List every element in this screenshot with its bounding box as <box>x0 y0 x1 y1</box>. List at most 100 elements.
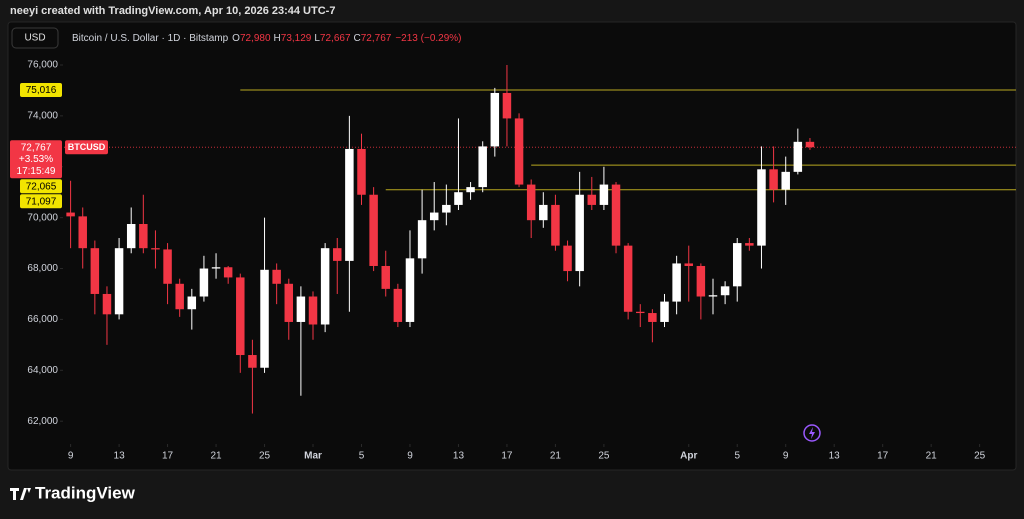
y-tick-label: 68,000 <box>27 263 58 274</box>
candle-body <box>151 248 160 250</box>
candle-body <box>320 248 330 325</box>
candle-body <box>429 212 439 221</box>
candle-body <box>236 277 245 356</box>
legend-key: O <box>232 33 240 44</box>
replay-icon[interactable] <box>803 424 821 442</box>
level-tag-label: 75,016 <box>26 85 57 96</box>
candle-body <box>636 311 645 314</box>
legend: Bitcoin / U.S. Dollar · 1D · Bitstamp O72… <box>72 33 462 44</box>
price-tag <box>10 140 62 179</box>
logo: TradingView <box>10 483 136 502</box>
level-tag <box>20 83 62 98</box>
y-tick-label: 70,000 <box>27 212 58 223</box>
x-tick-label: 9 <box>783 451 789 462</box>
x-tick-label: 21 <box>926 451 938 462</box>
level-tag <box>20 194 62 209</box>
brand: TradingView <box>35 483 136 502</box>
legend-key: H <box>274 33 281 44</box>
x-tick-label: 13 <box>114 451 126 462</box>
chart-panel <box>7 21 1017 471</box>
candle-body <box>381 265 390 289</box>
plot: 62,00064,00066,00068,00070,00072,00074,0… <box>10 60 1016 462</box>
x-tick-label: 21 <box>210 451 222 462</box>
candle-body <box>284 283 294 322</box>
candle-body <box>357 148 366 195</box>
legend-value: 72,667 <box>320 33 351 44</box>
x-tick-label: 5 <box>359 451 365 462</box>
candle-body <box>478 146 487 188</box>
candle-body <box>745 243 754 246</box>
candle-body <box>454 192 463 205</box>
x-tick-label: 9 <box>407 451 413 462</box>
legend-key: L <box>314 33 320 44</box>
candle-body <box>405 258 415 322</box>
candle-body <box>526 184 536 221</box>
candle-body <box>599 184 609 205</box>
candle-body <box>708 295 718 297</box>
candle-body <box>187 296 197 310</box>
replay-circle <box>803 424 821 442</box>
candle-body <box>442 204 451 213</box>
candle-body <box>539 204 548 221</box>
candle-body <box>102 293 112 315</box>
candle-body <box>345 148 354 261</box>
legend-change: −213 (−0.29%) <box>395 33 461 44</box>
legend-title: Bitcoin / U.S. Dollar · 1D · Bitstamp <box>72 33 229 44</box>
legend-value: 72,980 <box>240 33 271 44</box>
candle-body <box>296 296 306 322</box>
candle-body <box>66 212 75 217</box>
level-tag-label: 71,097 <box>26 196 57 207</box>
level-tag <box>20 179 62 194</box>
candle-body <box>466 187 475 193</box>
symbol-tag <box>65 140 108 155</box>
candle-body <box>333 248 342 261</box>
y-tick-label: 74,000 <box>27 111 58 122</box>
candle-body <box>684 263 693 266</box>
level-tag-label: 72,065 <box>26 181 57 192</box>
candle-body <box>260 269 269 368</box>
candle-body <box>90 248 100 294</box>
candle-body <box>732 243 742 287</box>
candle-body <box>648 313 657 322</box>
logo-icon <box>10 488 31 500</box>
candle-body <box>660 301 669 322</box>
candle-body <box>575 194 584 272</box>
candle-body <box>769 169 778 190</box>
price-tag-change: +3.53% <box>19 154 53 165</box>
currency-button[interactable] <box>11 27 59 49</box>
candle-body <box>720 286 730 296</box>
x-tick-label: Apr <box>680 451 697 462</box>
x-tick-label: Mar <box>304 451 322 462</box>
legend-value: 73,129 <box>281 33 312 44</box>
candle-body <box>551 204 560 246</box>
candle-body <box>163 249 172 284</box>
candle-body <box>502 92 512 119</box>
candle-body <box>587 194 597 205</box>
candle-body <box>139 224 148 249</box>
x-tick-label: 25 <box>974 451 986 462</box>
candle-body <box>563 245 572 272</box>
candle-body <box>272 269 281 284</box>
candle-body <box>308 296 318 325</box>
candle-body <box>114 248 124 315</box>
legend-value: 72,767 <box>361 33 392 44</box>
candle-body <box>126 224 136 249</box>
candle-body <box>248 355 257 368</box>
x-tick-label: 13 <box>829 451 841 462</box>
replay-bolt <box>809 427 815 439</box>
legend-key: C <box>354 33 361 44</box>
x-tick-label: 17 <box>162 451 174 462</box>
candle-body <box>78 216 87 249</box>
candle-body <box>757 169 766 246</box>
price-tag-label: 72,767 <box>21 142 52 153</box>
candle-body <box>223 267 233 278</box>
candle-body <box>611 184 621 246</box>
candle-body <box>793 141 803 172</box>
x-tick-label: 13 <box>453 451 465 462</box>
candle-body <box>514 118 524 185</box>
x-tick-label: 9 <box>68 451 74 462</box>
candle-body <box>696 265 706 297</box>
candle-body <box>672 263 681 302</box>
x-tick-label: 25 <box>598 451 610 462</box>
